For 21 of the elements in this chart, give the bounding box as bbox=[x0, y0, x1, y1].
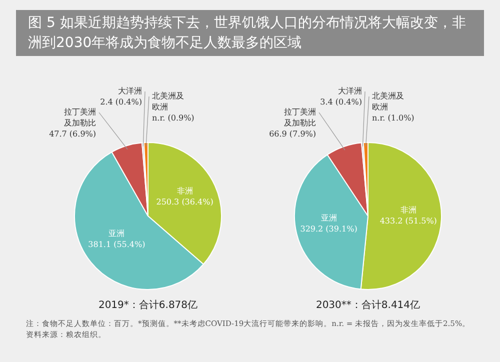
data-label: 2.4 (0.4%) bbox=[100, 98, 142, 107]
text: 2019*：合计6.878亿 bbox=[97, 298, 199, 312]
slice-label: 拉丁美洲及加勒比 bbox=[284, 108, 316, 128]
data-label: 250.3 (36.4%) bbox=[156, 198, 214, 207]
slice-label: 大洋洲 bbox=[118, 86, 142, 96]
data-label: n.r. (1.0%) bbox=[372, 114, 414, 123]
data-label: 47.7 (6.9%) bbox=[49, 130, 96, 139]
data-label: 433.2 (51.5%) bbox=[380, 216, 437, 226]
slice-label: 大洋洲 bbox=[338, 86, 362, 96]
data-label: 329.2 (39.1%) bbox=[300, 224, 358, 234]
slice-label: 亚洲 bbox=[108, 229, 125, 238]
text: 2030**：合计8.414亿 bbox=[314, 298, 422, 312]
data-label: 381.1 (55.4%) bbox=[88, 240, 146, 250]
slice-label: 非洲 bbox=[400, 205, 416, 214]
data-label: 66.9 (7.9%) bbox=[269, 130, 316, 139]
data-label: n.r. (0.9%) bbox=[152, 114, 194, 123]
slice-label: 非洲 bbox=[176, 186, 193, 196]
slice-label: 拉丁美洲及加勒比 bbox=[64, 108, 96, 128]
data-label: 3.4 (0.4%) bbox=[320, 98, 362, 107]
slice-label: 亚洲 bbox=[320, 213, 337, 222]
chart-title: 图 5 如果近期趋势持续下去，世界饥饿人口的分布情况将大幅改变，非洲到2030年将成为食物不足人数最多的区域 bbox=[16, 10, 484, 56]
